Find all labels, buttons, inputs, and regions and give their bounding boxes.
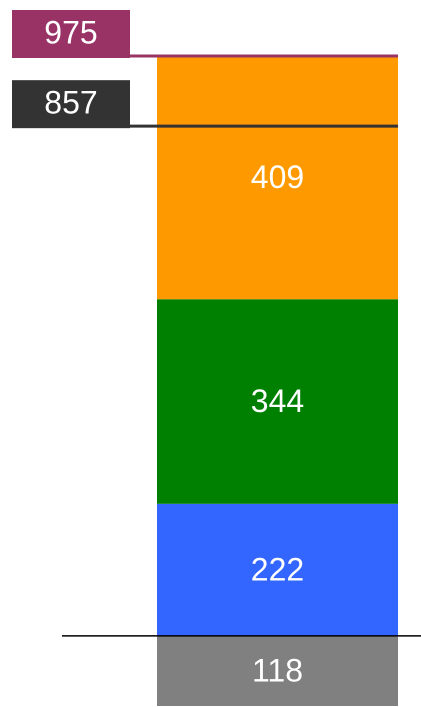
bar-segment: [157, 503, 398, 636]
segment-label: 118: [252, 652, 303, 688]
marker-label: 975: [44, 14, 97, 50]
bar-segment: [157, 56, 398, 300]
bar-segment: [157, 299, 398, 504]
marker-label: 857: [44, 85, 97, 121]
bar-segment: [157, 635, 398, 706]
marker-box: [12, 10, 130, 58]
segment-label: 409: [251, 159, 304, 195]
segment-label: 344: [251, 383, 304, 419]
marker-box: [12, 80, 130, 129]
segment-label: 222: [251, 551, 304, 587]
